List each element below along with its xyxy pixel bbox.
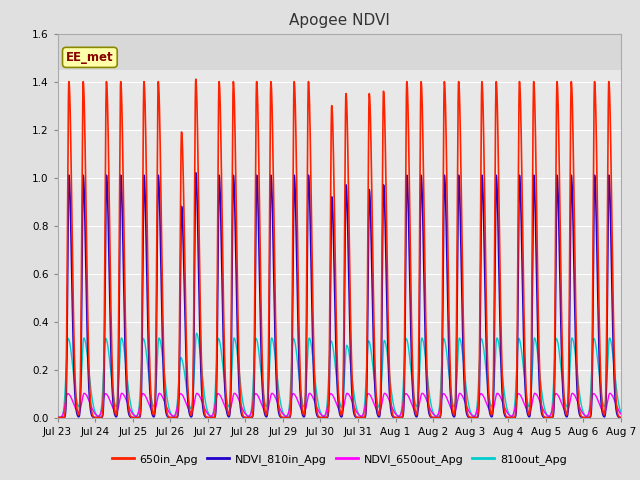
Text: EE_met: EE_met bbox=[66, 51, 114, 64]
Bar bbox=[58, 34, 621, 70]
Legend: 650in_Apg, NDVI_810in_Apg, NDVI_650out_Apg, 810out_Apg: 650in_Apg, NDVI_810in_Apg, NDVI_650out_A… bbox=[108, 450, 571, 469]
Title: Apogee NDVI: Apogee NDVI bbox=[289, 13, 390, 28]
